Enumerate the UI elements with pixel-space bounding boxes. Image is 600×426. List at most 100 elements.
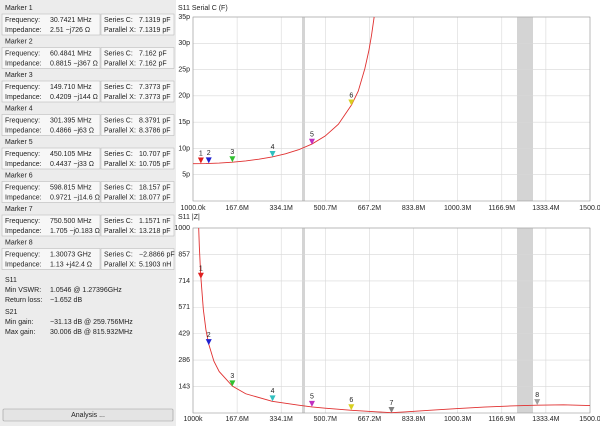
marker bbox=[197, 157, 204, 164]
marker-box bbox=[1, 47, 101, 69]
marker-label: 4 bbox=[271, 144, 275, 151]
impedance: 1.705 −j0.183 Ω bbox=[50, 228, 100, 235]
frequency: 60.4841 MHz bbox=[50, 50, 92, 57]
impedance: 0.4437 −j33 Ω bbox=[50, 161, 94, 168]
marker-title: Marker 5 bbox=[5, 139, 33, 146]
y-tick-label: 15p bbox=[178, 119, 190, 126]
y-tick-label: 429 bbox=[178, 330, 190, 337]
parallel-x: 5.1903 nH bbox=[139, 261, 171, 268]
field-label: Parallel X: bbox=[104, 228, 136, 235]
marker bbox=[308, 400, 315, 407]
x-tick-label: 1166.9M bbox=[488, 416, 515, 423]
parallel-x: 18.077 pF bbox=[139, 194, 171, 201]
impedance: 0.8815 −j367 Ω bbox=[50, 60, 98, 67]
field-label: Parallel X: bbox=[104, 261, 136, 268]
x-tick-label: 167.6M bbox=[225, 416, 249, 423]
series-c: 7.1319 pF bbox=[139, 17, 171, 24]
plot-frame bbox=[192, 16, 591, 202]
stat-value: 1.0546 @ 1.27396GHz bbox=[50, 287, 122, 294]
marker-box bbox=[1, 214, 101, 237]
field-label: Parallel X: bbox=[104, 161, 136, 168]
frequency: 598.815 MHz bbox=[50, 184, 92, 191]
field-label: Series C: bbox=[104, 50, 133, 57]
marker-label: 8 bbox=[535, 392, 539, 399]
x-tick-label: 1000k bbox=[183, 416, 203, 423]
marker-box bbox=[100, 80, 175, 103]
y-tick-label: 25p bbox=[178, 66, 190, 73]
field-label: Series C: bbox=[104, 184, 133, 191]
marker-box bbox=[1, 181, 101, 203]
marker-title: Marker 3 bbox=[5, 72, 33, 79]
marker-box bbox=[1, 13, 101, 36]
field-label: Frequency: bbox=[5, 117, 40, 124]
x-tick-label: 833.8M bbox=[402, 205, 426, 212]
marker-box bbox=[1, 80, 101, 103]
impedance: 0.9721 −j14.6 Ω bbox=[50, 194, 100, 201]
marker bbox=[205, 157, 212, 164]
marker-box bbox=[1, 248, 101, 270]
marker bbox=[534, 399, 541, 406]
marker bbox=[308, 138, 315, 145]
field-label: Impedance: bbox=[5, 194, 42, 201]
y-tick-label: 10p bbox=[178, 145, 190, 152]
x-tick-label: 1166.9M bbox=[488, 205, 515, 212]
marker bbox=[229, 156, 236, 163]
y-tick-label: 20p bbox=[178, 93, 190, 100]
analysis-button-label[interactable]: Analysis ... bbox=[71, 412, 105, 419]
frequency: 30.7421 MHz bbox=[50, 17, 92, 24]
field-label: Frequency: bbox=[5, 251, 40, 258]
marker-title: Marker 4 bbox=[5, 105, 33, 112]
marker-title: Marker 2 bbox=[5, 38, 33, 45]
series-c: 10.707 pF bbox=[139, 151, 171, 158]
x-tick-label: 667.2M bbox=[358, 416, 382, 423]
marker-label: 5 bbox=[310, 132, 314, 139]
marker-box bbox=[100, 147, 175, 170]
impedance: 1.13 +j42.4 Ω bbox=[50, 261, 92, 268]
marker-label: 2 bbox=[207, 332, 211, 339]
series-c: 7.3773 pF bbox=[139, 84, 171, 91]
marker bbox=[269, 395, 276, 402]
y-tick-label: 5p bbox=[182, 172, 190, 179]
marker-title: Marker 7 bbox=[5, 206, 33, 213]
field-label: Parallel X: bbox=[104, 27, 136, 34]
series-c: 1.1571 nF bbox=[139, 218, 171, 225]
field-label: Impedance: bbox=[5, 161, 42, 168]
chart-title: S11 |Z| bbox=[178, 214, 200, 221]
section-title: S11 bbox=[5, 277, 17, 284]
band bbox=[517, 228, 533, 413]
marker bbox=[197, 272, 204, 279]
y-tick-label: 143 bbox=[178, 383, 190, 390]
marker bbox=[205, 339, 212, 346]
field-label: Parallel X: bbox=[104, 194, 136, 201]
analysis-button[interactable] bbox=[2, 408, 174, 422]
parallel-x: 7.3773 pF bbox=[139, 94, 171, 101]
stat-label: Return loss: bbox=[5, 297, 42, 304]
y-tick-label: 857 bbox=[178, 251, 190, 258]
chart-title: S11 Serial C (F) bbox=[178, 5, 228, 12]
series-c: 7.162 pF bbox=[139, 50, 167, 57]
marker-box bbox=[1, 114, 101, 136]
marker-box bbox=[100, 47, 175, 69]
stat-label: Min VSWR: bbox=[5, 287, 41, 294]
x-tick-label: 334.1M bbox=[270, 205, 294, 212]
frequency: 301.395 MHz bbox=[50, 117, 92, 124]
parallel-x: 7.162 pF bbox=[139, 60, 167, 67]
marker bbox=[348, 404, 355, 411]
marker bbox=[269, 150, 276, 157]
impedance: 2.51 −j726 Ω bbox=[50, 27, 90, 34]
field-label: Series C: bbox=[104, 251, 133, 258]
field-label: Frequency: bbox=[5, 17, 40, 24]
marker bbox=[229, 380, 236, 387]
field-label: Series C: bbox=[104, 84, 133, 91]
field-label: Parallel X: bbox=[104, 94, 136, 101]
frequency: 450.105 MHz bbox=[50, 151, 92, 158]
y-tick-label: 35p bbox=[178, 14, 190, 21]
marker-title: Marker 8 bbox=[5, 239, 33, 246]
x-tick-label: 1333.4M bbox=[532, 416, 559, 423]
marker bbox=[388, 406, 395, 413]
field-label: Frequency: bbox=[5, 84, 40, 91]
impedance: 0.4866 −j63 Ω bbox=[50, 127, 94, 134]
marker-label: 3 bbox=[230, 373, 234, 380]
marker-box bbox=[1, 147, 101, 170]
